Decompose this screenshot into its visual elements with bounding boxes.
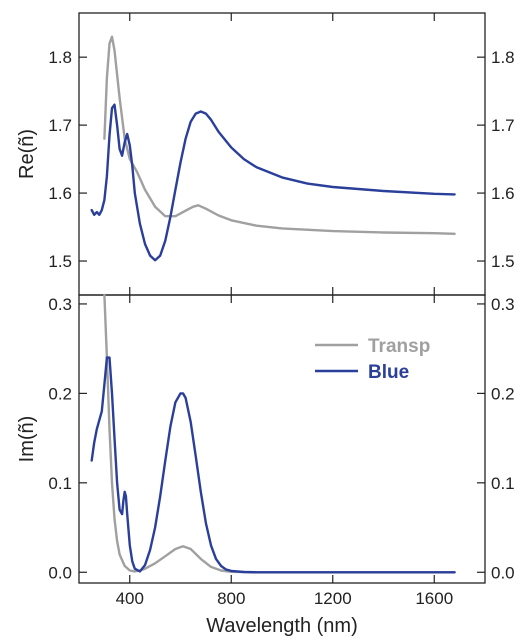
y-tick-label-right: 1.7 (491, 116, 515, 135)
legend-label-transp: Transp (368, 336, 430, 357)
series-line-im-blue (90, 356, 456, 574)
y-tick-label-right: 0.0 (491, 563, 515, 582)
y-tick-label-left: 0.3 (48, 295, 72, 314)
y-axis-title-bottom: Im(ñ) (16, 416, 38, 463)
top-plot-area (90, 35, 456, 262)
x-tick-label: 1600 (415, 589, 453, 608)
y-tick-label-left: 0.0 (48, 563, 72, 582)
y-tick-label-right: 1.8 (491, 48, 515, 67)
x-tick-label: 1200 (314, 589, 352, 608)
y-tick-label-left: 1.8 (48, 48, 72, 67)
y-tick-label-left: 1.6 (48, 184, 72, 203)
y-tick-label-right: 0.1 (491, 474, 515, 493)
y-tick-label-left: 1.7 (48, 116, 72, 135)
y-tick-label-right: 0.3 (491, 295, 515, 314)
bottom-plot-area (90, 293, 456, 574)
legend: Transp Blue (315, 336, 430, 383)
x-axis-title: Wavelength (nm) (206, 615, 358, 637)
y-tick-label-left: 1.5 (48, 252, 72, 271)
series-line-re-transp (103, 35, 456, 236)
y-axis-title-top: Re(ñ) (16, 129, 38, 179)
y-tick-label-left: 0.1 (48, 474, 72, 493)
y-tick-label-right: 1.6 (491, 184, 515, 203)
y-tick-label-right: 0.2 (491, 384, 515, 403)
y-tick-label-right: 1.5 (491, 252, 515, 271)
top-panel-frame (78, 12, 486, 296)
series-line-re-blue (90, 103, 456, 262)
legend-label-blue: Blue (368, 362, 409, 383)
x-tick-label: 800 (217, 589, 245, 608)
y-tick-label-left: 0.2 (48, 384, 72, 403)
axis-ticks: 1.5 1.5 1.6 1.6 1.7 1.7 1.8 1.8 0.0 0.0 0.1 0.1 0.2 0… (48, 13, 515, 608)
x-tick-label: 400 (116, 589, 144, 608)
bottom-panel-frame (78, 294, 486, 584)
